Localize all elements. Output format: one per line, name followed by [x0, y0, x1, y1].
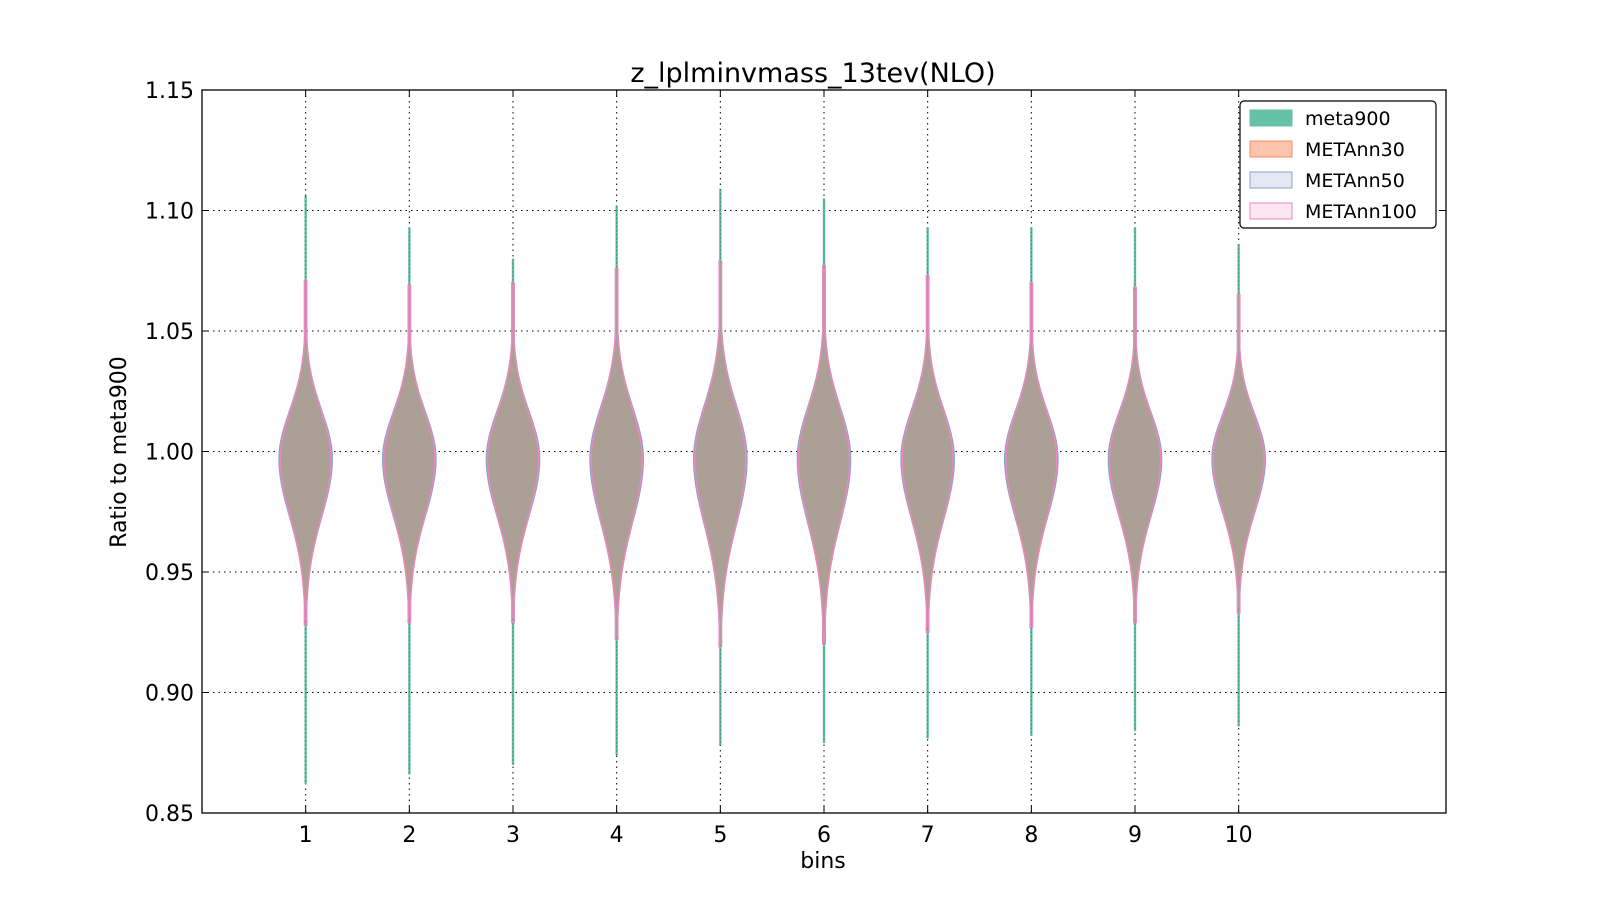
- x-tick-label: 9: [1128, 823, 1142, 848]
- x-tick-label: 7: [921, 823, 935, 848]
- x-tick-label: 6: [817, 823, 831, 848]
- y-tick-label: 0.95: [145, 561, 194, 586]
- x-tick-label: 2: [402, 823, 416, 848]
- violin-METAnn100: [279, 279, 332, 626]
- violin-bodies: [278, 188, 1266, 785]
- legend-swatch-METAnn100: [1249, 202, 1293, 220]
- violin-METAnn100: [486, 282, 540, 624]
- violin-METAnn100: [1108, 286, 1162, 624]
- y-axis-title: Ratio to meta900: [107, 356, 132, 548]
- y-tick-label: 0.85: [145, 802, 194, 827]
- legend-swatch-METAnn50: [1249, 171, 1293, 189]
- x-tick-label: 10: [1225, 823, 1253, 848]
- axis-ticks: 0.85 0.90 0.95 1.00 1.05 1.10 1.15 1 2 3 4 5 6 7 8 9 10: [145, 79, 1446, 848]
- violin-METAnn100: [901, 274, 954, 633]
- y-tick-label: 1.05: [145, 320, 194, 345]
- chart-title: z_lplminvmass_13tev(NLO): [630, 58, 995, 89]
- legend-label-meta900: meta900: [1305, 108, 1391, 130]
- violin-METAnn100: [590, 267, 643, 641]
- plot-area-frame: [201, 89, 1447, 814]
- y-tick-label: 0.90: [145, 682, 194, 707]
- legend-label-METAnn50: METAnn50: [1305, 170, 1405, 192]
- violin-METAnn100: [1005, 282, 1058, 629]
- y-tick-label: 1.00: [145, 441, 194, 466]
- legend-swatch-meta900: [1249, 109, 1293, 127]
- legend: meta900 METAnn30 METAnn50 METAnn100: [1239, 100, 1437, 229]
- x-tick-label: 3: [506, 823, 520, 848]
- legend-label-METAnn100: METAnn100: [1305, 201, 1417, 223]
- violin-METAnn100: [1212, 294, 1265, 614]
- x-tick-label: 1: [299, 823, 313, 848]
- legend-frame: [1239, 100, 1437, 229]
- x-tick-label: 8: [1024, 823, 1038, 848]
- legend-label-METAnn30: METAnn30: [1305, 139, 1405, 161]
- legend-swatch-METAnn30: [1249, 140, 1293, 158]
- y-tick-label: 1.15: [145, 79, 194, 104]
- violin-METAnn100: [383, 284, 436, 624]
- y-tick-label: 1.10: [145, 200, 194, 225]
- x-tick-label: 5: [713, 823, 727, 848]
- violin-METAnn100: [694, 260, 747, 648]
- x-tick-label: 4: [610, 823, 624, 848]
- x-axis-title: bins: [800, 849, 845, 874]
- violin-METAnn100: [797, 265, 851, 645]
